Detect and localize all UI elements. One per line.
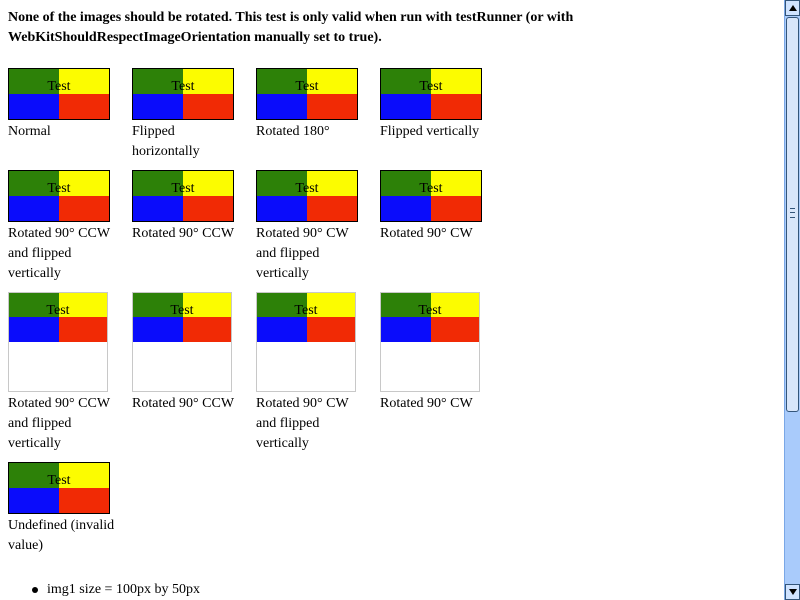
image-label: Test bbox=[294, 303, 318, 318]
image-cell-rot90cw-tall: Test Rotated 90° CW bbox=[380, 292, 500, 414]
image-caption: Rotated 90° CW bbox=[380, 226, 473, 241]
image-cell-flipped-vertically: Test Flipped vertically bbox=[380, 68, 500, 142]
test-image: Test bbox=[8, 170, 110, 222]
image-caption: Rotated 90° CW and flipped vertically bbox=[256, 226, 349, 281]
image-cell-flipped-horizontally: Test Flipped horizontally bbox=[132, 68, 252, 162]
image-caption: Rotated 180° bbox=[256, 124, 330, 139]
result-item: img1 size = 100px by 50px bbox=[47, 582, 200, 597]
image-label: Test bbox=[46, 303, 70, 318]
image-cell-rot90ccw-tall: Test Rotated 90° CCW bbox=[132, 292, 252, 414]
test-image: Test bbox=[132, 170, 234, 222]
image-cell-undefined: Test Undefined (invalid value) bbox=[8, 462, 128, 556]
image-caption: Rotated 90° CCW bbox=[132, 226, 235, 241]
image-caption: Rotated 90° CCW and flipped vertically bbox=[8, 396, 110, 451]
image-caption: Rotated 90° CCW and flipped vertically bbox=[8, 226, 110, 281]
test-image: Test bbox=[8, 462, 110, 514]
image-label: Test bbox=[295, 181, 319, 196]
page-heading: None of the images should be rotated. Th… bbox=[8, 10, 574, 45]
image-cell-normal: Test Normal bbox=[8, 68, 128, 142]
image-label: Test bbox=[47, 79, 71, 94]
test-image: Test bbox=[380, 68, 482, 120]
arrow-down-icon bbox=[789, 589, 797, 595]
image-cell-rot90cw-flipv: Test Rotated 90° CW and flipped vertical… bbox=[256, 170, 376, 284]
image-caption: Rotated 90° CW bbox=[380, 396, 473, 411]
image-cell-rot90cw-flipv-tall: Test Rotated 90° CW and flipped vertical… bbox=[256, 292, 376, 454]
test-image: Test bbox=[8, 292, 108, 392]
test-image: Test bbox=[132, 292, 232, 392]
bullet-icon bbox=[32, 587, 38, 593]
scroll-up-button[interactable] bbox=[785, 0, 800, 16]
test-image: Test bbox=[132, 68, 234, 120]
test-image: Test bbox=[256, 170, 358, 222]
image-label: Test bbox=[170, 303, 194, 318]
image-cell-rot90cw: Test Rotated 90° CW bbox=[380, 170, 500, 244]
scroll-down-button[interactable] bbox=[785, 584, 800, 600]
image-caption: Rotated 90° CCW bbox=[132, 396, 235, 411]
image-label: Test bbox=[295, 79, 319, 94]
image-label: Test bbox=[419, 181, 443, 196]
image-label: Test bbox=[47, 181, 71, 196]
image-caption: Flipped vertically bbox=[380, 124, 480, 139]
test-image: Test bbox=[256, 292, 356, 392]
test-image: Test bbox=[380, 292, 480, 392]
test-image: Test bbox=[380, 170, 482, 222]
test-image: Test bbox=[8, 68, 110, 120]
image-label: Test bbox=[419, 79, 443, 94]
scrollbar-thumb[interactable] bbox=[786, 17, 799, 412]
image-cell-rot90ccw-flipv-tall: Test Rotated 90° CCW and flipped vertica… bbox=[8, 292, 128, 454]
image-cell-rot90ccw-flipv: Test Rotated 90° CCW and flipped vertica… bbox=[8, 170, 128, 284]
image-label: Test bbox=[47, 473, 71, 488]
image-cell-rot90ccw: Test Rotated 90° CCW bbox=[132, 170, 252, 244]
image-cell-rotated-180: Test Rotated 180° bbox=[256, 68, 376, 142]
image-label: Test bbox=[171, 181, 195, 196]
arrow-up-icon bbox=[789, 5, 797, 11]
image-caption: Normal bbox=[8, 124, 51, 139]
image-caption: Rotated 90° CW and flipped vertically bbox=[256, 396, 349, 451]
grip-icon bbox=[790, 208, 795, 218]
image-label: Test bbox=[171, 79, 195, 94]
image-caption: Undefined (invalid value) bbox=[8, 518, 115, 553]
image-label: Test bbox=[418, 303, 442, 318]
vertical-scrollbar[interactable] bbox=[784, 0, 800, 600]
image-caption: Flipped horizontally bbox=[132, 124, 200, 159]
test-image: Test bbox=[256, 68, 358, 120]
